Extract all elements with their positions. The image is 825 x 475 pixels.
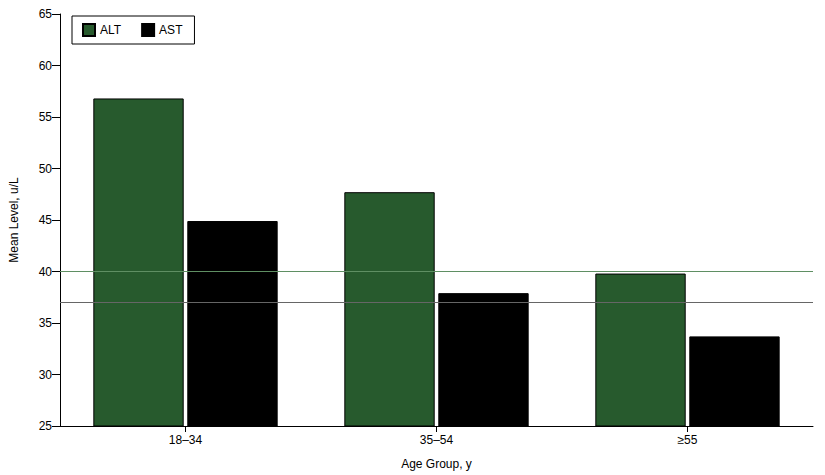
svg-text:25: 25 xyxy=(39,419,53,433)
svg-text:35: 35 xyxy=(39,316,53,330)
svg-text:45: 45 xyxy=(39,213,53,227)
svg-text:ALT: ALT xyxy=(100,23,122,37)
svg-text:18–34: 18–34 xyxy=(169,433,203,447)
svg-text:35–54: 35–54 xyxy=(420,433,454,447)
svg-text:55: 55 xyxy=(39,110,53,124)
svg-text:65: 65 xyxy=(39,7,53,21)
svg-text:40: 40 xyxy=(39,265,53,279)
svg-text:60: 60 xyxy=(39,59,53,73)
svg-text:30: 30 xyxy=(39,368,53,382)
svg-text:≥55: ≥55 xyxy=(678,433,698,447)
svg-text:Mean Level, u/L: Mean Level, u/L xyxy=(7,177,21,263)
svg-text:AST: AST xyxy=(159,23,183,37)
svg-text:Age Group, y: Age Group, y xyxy=(401,457,472,471)
svg-text:50: 50 xyxy=(39,162,53,176)
